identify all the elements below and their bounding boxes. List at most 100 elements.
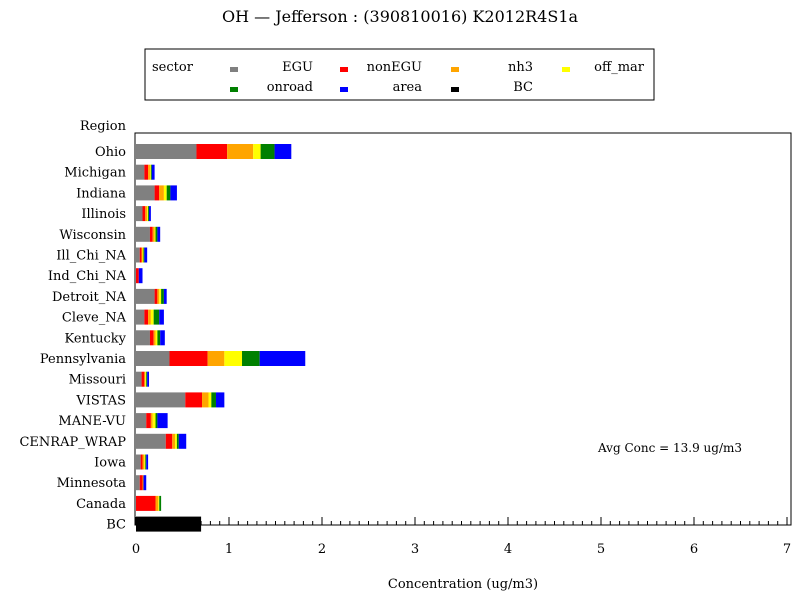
bar-illinois-nonegu — [142, 206, 146, 222]
bar-michigan-onroad — [150, 164, 152, 180]
bar-iowa-nh3 — [142, 454, 145, 470]
legend-label-nh3: nh3 — [508, 60, 533, 75]
region-label-vistas: VISTAS — [75, 393, 126, 408]
bar-indiana-egu — [136, 185, 155, 201]
bar-missouri-off-mar — [145, 371, 147, 387]
bar-kentucky-area — [160, 330, 165, 346]
region-label-ill-chi-na: Ill_Chi_NA — [56, 249, 126, 264]
bar-vistas-nh3 — [202, 392, 209, 408]
x-axis: 0 1 2 3 4 5 6 7 — [132, 517, 791, 557]
bar-detroit-na-nh3 — [157, 288, 160, 304]
bar-illinois-off-mar — [147, 206, 149, 222]
bar-michigan-area — [151, 164, 155, 180]
bar-minnesota-area — [143, 475, 147, 491]
bar-minnesota-nonegu — [139, 475, 143, 491]
bar-cenrap-wrap-nh3 — [172, 433, 176, 449]
bar-ohio-off-mar — [253, 144, 261, 159]
bar-michigan-off-mar — [149, 164, 151, 180]
bar-wisconsin-off-mar — [154, 226, 156, 242]
region-label-mane-vu: MANE-VU — [58, 414, 126, 429]
bar-canada-off-mar — [158, 495, 160, 511]
legend-label-bc: BC — [513, 80, 533, 95]
bar-ill-chi-na-onroad — [143, 247, 145, 263]
bar-indiana-nonegu — [154, 185, 160, 201]
region-label-indiana: Indiana — [76, 186, 126, 201]
y-axis-title: Region — [80, 119, 127, 134]
region-label-cleve-na: Cleve_NA — [62, 311, 127, 326]
bar-kentucky-onroad — [157, 330, 161, 346]
y-axis-labels: Ohio Michigan Indiana Illinois Wisconsin Ill_… — [19, 145, 126, 533]
bar-ind-chi-na-area — [138, 268, 143, 284]
bar-iowa-egu — [136, 454, 141, 470]
bar-wisconsin-onroad — [155, 226, 158, 242]
bar-canada-nh3 — [155, 495, 159, 511]
legend-swatch-onroad — [230, 87, 238, 92]
legend-label-egu: EGU — [282, 60, 313, 75]
legend-swatch-area — [340, 87, 348, 92]
legend-swatch-nonegu — [340, 67, 348, 72]
region-label-bc: BC — [106, 518, 126, 533]
bar-indiana-off-mar — [163, 185, 167, 201]
bar-cenrap-wrap-off-mar — [175, 433, 177, 449]
x-tick-label: 5 — [597, 542, 605, 557]
bar-canada-nonegu — [136, 495, 156, 511]
bar-kentucky-off-mar — [155, 330, 158, 346]
bar-wisconsin-nh3 — [152, 226, 155, 242]
x-axis-title: Concentration (ug/m3) — [388, 577, 538, 592]
bar-iowa-onroad — [145, 454, 147, 470]
chart-title: OH — Jefferson : (390810016) K2012R4S1a — [222, 7, 579, 26]
bar-detroit-na-onroad — [161, 288, 164, 304]
x-tick-label: 1 — [225, 542, 233, 557]
bar-missouri-egu — [136, 371, 142, 387]
x-tick-label: 7 — [783, 542, 791, 557]
legend-label-onroad: onroad — [267, 80, 313, 95]
bar-vistas-off-mar — [208, 392, 212, 408]
bar-detroit-na-area — [163, 288, 167, 304]
bar-indiana-nh3 — [159, 185, 164, 201]
x-tick-label: 3 — [411, 542, 419, 557]
bar-cleve-na-nonegu — [144, 309, 149, 325]
region-label-minnesota: Minnesota — [57, 476, 127, 491]
bar-cenrap-wrap-onroad — [176, 433, 179, 449]
bar-cleve-na-onroad — [153, 309, 160, 325]
region-label-ohio: Ohio — [95, 145, 126, 160]
region-label-ind-chi-na: Ind_Chi_NA — [48, 269, 127, 284]
bar-mane-vu-nh3 — [150, 413, 153, 429]
region-label-canada: Canada — [76, 497, 126, 512]
bar-mane-vu-nonegu — [146, 413, 151, 429]
legend-swatch-nh3 — [451, 67, 459, 72]
bar-detroit-na-egu — [136, 288, 155, 304]
bar-ill-chi-na-nonegu — [139, 247, 142, 263]
bar-cenrap-wrap-nonegu — [165, 433, 173, 449]
region-label-iowa: Iowa — [94, 456, 126, 471]
bar-ind-chi-na-nonegu — [136, 268, 139, 284]
bar-ill-chi-na-off-mar — [142, 247, 144, 263]
bar-vistas-egu — [136, 392, 186, 408]
bar-minnesota-egu — [136, 475, 140, 491]
bar-illinois-egu — [136, 206, 143, 222]
bar-cenrap-wrap-egu — [136, 433, 166, 449]
bar-michigan-nh3 — [148, 164, 150, 180]
region-label-illinois: Illinois — [81, 207, 126, 222]
bar-vistas-nonegu — [185, 392, 203, 408]
bar-pennsylvania-off-mar — [224, 351, 243, 366]
legend-label-off-mar: off_mar — [594, 60, 645, 75]
bar-ohio-onroad — [260, 144, 275, 159]
bar-indiana-onroad — [166, 185, 171, 201]
bar-ohio-nh3 — [227, 144, 254, 159]
bar-wisconsin-area — [157, 226, 161, 242]
bar-pennsylvania-nh3 — [207, 351, 225, 366]
x-tick-label: 6 — [690, 542, 698, 557]
bar-canada-onroad — [159, 495, 162, 511]
bar-indiana-area — [170, 185, 177, 201]
x-tick-label: 0 — [132, 542, 140, 557]
bar-minnesota-nh3 — [142, 475, 144, 491]
legend-swatch-off-mar — [562, 67, 570, 72]
bar-ohio-nonegu — [196, 144, 228, 159]
bar-wisconsin-nonegu — [149, 226, 153, 242]
bar-pennsylvania-onroad — [242, 351, 260, 366]
legend-title: sector — [152, 60, 194, 75]
bar-illinois-onroad — [148, 206, 150, 222]
bar-michigan-egu — [136, 164, 145, 180]
